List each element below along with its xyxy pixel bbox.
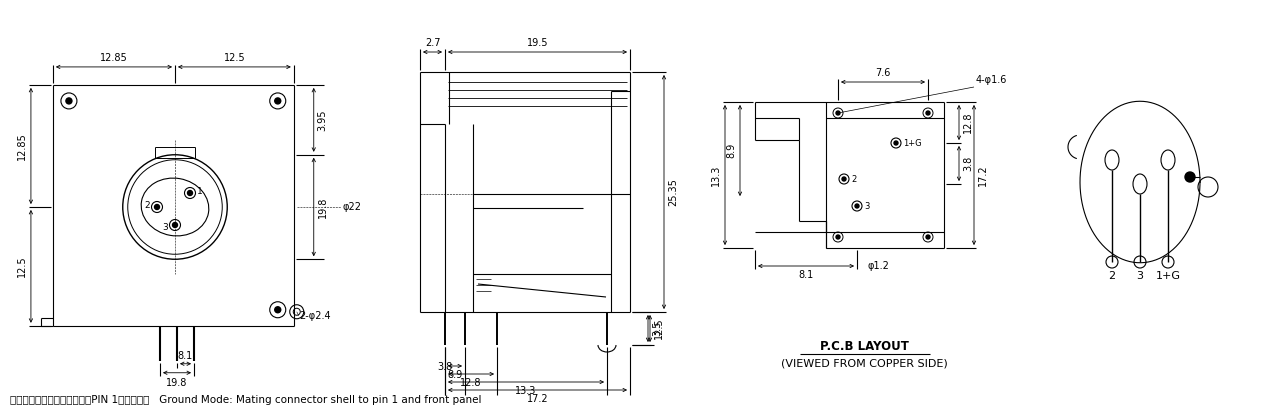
- Circle shape: [842, 177, 846, 181]
- Circle shape: [926, 111, 929, 115]
- Text: 19.5: 19.5: [526, 38, 548, 48]
- Text: 2: 2: [1108, 271, 1116, 281]
- Text: 13.3: 13.3: [515, 386, 536, 396]
- Text: 2: 2: [851, 175, 856, 183]
- Text: 3: 3: [162, 222, 167, 232]
- Circle shape: [836, 111, 839, 115]
- Text: 13.3: 13.3: [711, 164, 721, 186]
- Circle shape: [275, 98, 280, 104]
- Circle shape: [894, 141, 898, 145]
- Circle shape: [855, 204, 858, 208]
- Text: φ22: φ22: [342, 202, 361, 212]
- Text: 接地方式：相配的插头外壳与PIN 1及面板连接   Ground Mode: Mating connector shell to pin 1 and front: 接地方式：相配的插头外壳与PIN 1及面板连接 Ground Mode: Mat…: [10, 395, 482, 405]
- Text: 12.8: 12.8: [962, 112, 973, 133]
- Text: 19.8: 19.8: [318, 196, 327, 218]
- Text: 2: 2: [145, 201, 150, 209]
- Text: 3.8: 3.8: [962, 156, 973, 171]
- Text: 17.2: 17.2: [978, 164, 988, 186]
- Circle shape: [66, 98, 72, 104]
- Text: 8.1: 8.1: [799, 270, 814, 280]
- Text: 2.7: 2.7: [425, 38, 440, 48]
- Circle shape: [172, 222, 178, 227]
- Text: 12.8: 12.8: [460, 378, 482, 388]
- Text: 12.5: 12.5: [223, 53, 245, 63]
- Text: 1+G: 1+G: [903, 138, 922, 147]
- Text: 3.95: 3.95: [318, 109, 327, 131]
- Text: P.C.B LAYOUT: P.C.B LAYOUT: [820, 340, 909, 353]
- Text: φ1.2: φ1.2: [867, 261, 889, 271]
- Text: 17.2: 17.2: [526, 394, 548, 404]
- Text: 12.5: 12.5: [654, 318, 664, 339]
- Text: 25.35: 25.35: [668, 178, 678, 206]
- Text: 3: 3: [1136, 271, 1144, 281]
- Text: 7.6: 7.6: [875, 68, 890, 78]
- Circle shape: [836, 235, 839, 239]
- Text: 3.8: 3.8: [437, 362, 453, 372]
- Text: 12.85: 12.85: [100, 53, 128, 63]
- Text: 2-φ2.4: 2-φ2.4: [299, 311, 331, 321]
- Circle shape: [155, 204, 160, 209]
- Text: 8.9: 8.9: [727, 143, 735, 158]
- Text: 1+G: 1+G: [1155, 271, 1181, 281]
- Text: 12.5: 12.5: [16, 255, 27, 277]
- Text: 12.85: 12.85: [16, 132, 27, 160]
- Circle shape: [1186, 172, 1194, 182]
- Circle shape: [275, 307, 280, 313]
- Text: 4-φ1.6: 4-φ1.6: [976, 75, 1007, 85]
- Text: 19.8: 19.8: [166, 378, 188, 388]
- Circle shape: [926, 235, 929, 239]
- Text: 1: 1: [197, 187, 203, 196]
- Text: 8.1: 8.1: [178, 351, 193, 361]
- Text: 3.5: 3.5: [652, 321, 662, 336]
- Text: 8.9: 8.9: [448, 370, 463, 380]
- Circle shape: [188, 190, 193, 196]
- Text: (VIEWED FROM COPPER SIDE): (VIEWED FROM COPPER SIDE): [781, 359, 948, 369]
- Text: 3: 3: [864, 201, 870, 211]
